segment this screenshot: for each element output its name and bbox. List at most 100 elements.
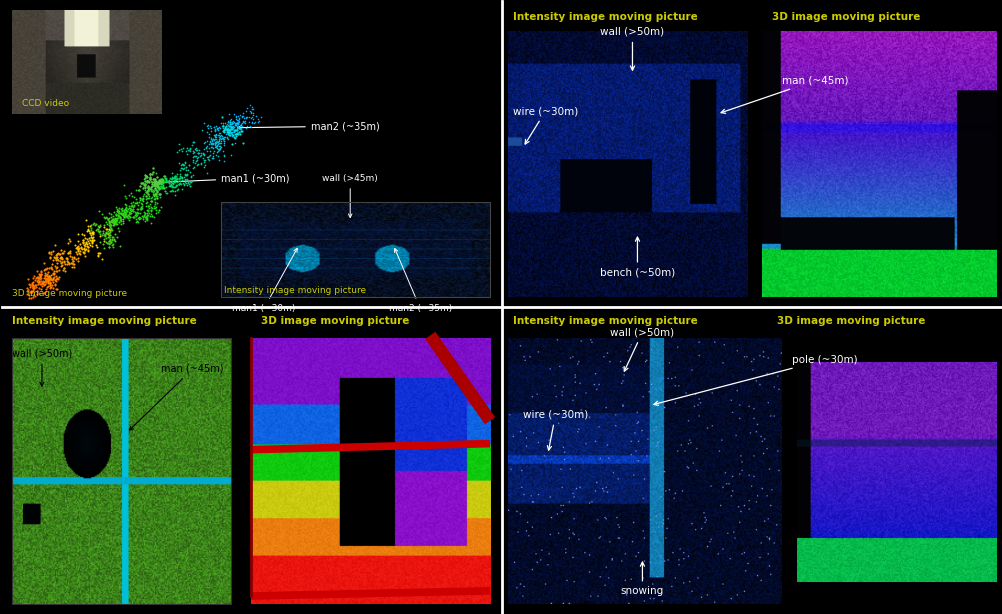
Point — [150, 189, 166, 199]
Point — [134, 194, 150, 204]
Point — [27, 280, 43, 290]
Point — [213, 112, 229, 122]
Point — [138, 176, 154, 186]
Point — [43, 264, 59, 274]
Point — [88, 242, 104, 252]
Point — [173, 173, 189, 182]
Point — [104, 216, 120, 226]
Point — [179, 178, 195, 188]
Point — [177, 162, 193, 172]
Point — [48, 250, 64, 260]
Point — [103, 223, 119, 233]
Point — [37, 279, 53, 289]
Point — [202, 138, 218, 148]
Point — [94, 254, 110, 264]
Point — [228, 123, 244, 133]
Point — [104, 235, 120, 244]
Point — [226, 126, 242, 136]
Point — [149, 181, 165, 191]
Point — [102, 212, 118, 222]
Point — [163, 177, 179, 187]
Point — [208, 139, 224, 149]
Point — [49, 249, 65, 259]
Point — [101, 236, 117, 246]
Text: Intensity image moving picture: Intensity image moving picture — [223, 286, 366, 295]
Point — [115, 205, 131, 215]
Point — [91, 229, 107, 239]
Point — [222, 124, 238, 134]
Point — [204, 138, 220, 147]
Point — [98, 233, 114, 243]
Point — [121, 190, 137, 200]
Point — [144, 187, 160, 197]
Text: CCD video: CCD video — [22, 99, 69, 108]
Point — [202, 139, 218, 149]
Point — [144, 169, 160, 179]
Point — [142, 211, 158, 221]
Point — [140, 201, 156, 211]
Point — [111, 212, 127, 222]
Point — [130, 200, 146, 210]
Point — [155, 175, 171, 185]
Point — [220, 123, 236, 133]
Point — [216, 119, 232, 128]
Point — [51, 254, 67, 263]
Point — [219, 117, 235, 127]
Point — [144, 177, 160, 187]
Point — [132, 181, 148, 190]
Point — [42, 284, 58, 293]
Point — [215, 133, 231, 142]
Point — [151, 174, 167, 184]
Point — [85, 229, 101, 239]
Point — [82, 235, 98, 245]
Point — [84, 238, 100, 247]
Point — [158, 188, 174, 198]
Point — [157, 177, 173, 187]
Point — [190, 148, 206, 158]
Point — [211, 134, 227, 144]
Point — [32, 270, 48, 280]
Point — [139, 193, 155, 203]
Point — [66, 252, 82, 262]
Point — [102, 222, 118, 232]
Point — [181, 145, 197, 155]
Point — [214, 134, 230, 144]
Point — [140, 183, 156, 193]
Point — [43, 282, 59, 292]
Point — [76, 231, 92, 241]
Point — [101, 230, 117, 239]
Point — [24, 278, 40, 288]
Point — [139, 193, 155, 203]
Point — [158, 176, 174, 185]
Point — [132, 203, 148, 212]
Point — [131, 214, 147, 224]
Point — [206, 138, 222, 147]
Point — [204, 147, 220, 157]
Point — [200, 152, 216, 162]
Point — [208, 123, 224, 133]
Point — [130, 217, 146, 227]
Point — [85, 228, 101, 238]
Point — [133, 195, 149, 205]
Point — [213, 122, 229, 131]
Point — [220, 126, 236, 136]
Point — [195, 150, 211, 160]
Point — [125, 212, 141, 222]
Point — [75, 244, 91, 254]
Point — [210, 128, 226, 138]
Point — [28, 279, 44, 289]
Point — [133, 178, 149, 188]
Point — [202, 126, 218, 136]
Point — [75, 247, 91, 257]
Point — [161, 177, 177, 187]
Point — [187, 158, 203, 168]
Point — [124, 212, 140, 222]
Point — [149, 198, 165, 208]
Point — [151, 189, 167, 199]
Point — [162, 180, 178, 190]
Point — [144, 203, 160, 212]
Point — [99, 219, 115, 228]
Point — [125, 212, 141, 222]
Point — [83, 225, 99, 235]
Point — [30, 279, 46, 289]
